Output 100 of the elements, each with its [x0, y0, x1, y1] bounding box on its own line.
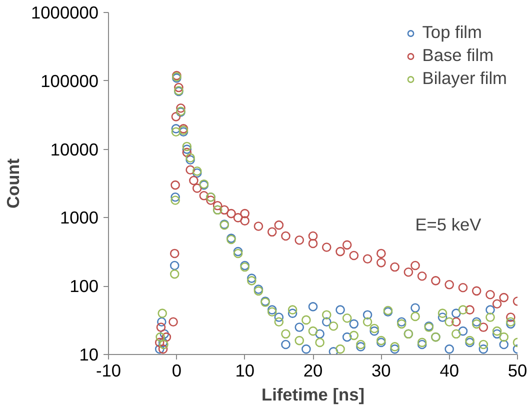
- point: [176, 103, 186, 113]
- point: [458, 305, 468, 314]
- point: [390, 262, 400, 272]
- point: [199, 191, 209, 200]
- point: [186, 165, 195, 175]
- point: [396, 319, 406, 329]
- point: [206, 196, 216, 205]
- point: [322, 242, 332, 252]
- point: [189, 176, 198, 186]
- y-tick-label: 1000: [60, 208, 99, 228]
- point: [349, 330, 359, 340]
- point: [478, 322, 488, 332]
- point: [438, 308, 448, 318]
- point: [156, 332, 165, 342]
- legend-label: Base film: [422, 45, 494, 66]
- point: [247, 276, 256, 286]
- point: [376, 248, 386, 258]
- point: [486, 290, 495, 300]
- point: [274, 220, 284, 230]
- annotation: E=5 keV: [415, 214, 482, 234]
- point: [356, 340, 366, 350]
- point: [308, 326, 318, 336]
- legend-label: Bilayer film: [422, 68, 507, 89]
- point: [154, 338, 164, 348]
- point: [499, 292, 509, 302]
- point: [404, 267, 414, 277]
- point: [294, 336, 304, 346]
- point: [267, 227, 277, 237]
- point: [486, 312, 495, 322]
- point: [410, 312, 420, 322]
- point: [182, 148, 192, 158]
- point: [240, 208, 250, 218]
- point: [342, 314, 352, 323]
- y-axis-title: Count: [3, 158, 24, 209]
- point: [281, 231, 290, 241]
- point: [492, 326, 502, 336]
- point: [162, 332, 172, 342]
- point: [186, 153, 195, 162]
- point: [336, 344, 345, 354]
- point: [267, 307, 277, 317]
- point: [156, 322, 166, 332]
- x-tick-label: 40: [440, 360, 459, 380]
- point: [174, 82, 184, 92]
- point: [308, 238, 318, 248]
- point: [168, 317, 178, 327]
- point: [254, 222, 264, 231]
- point: [288, 305, 298, 314]
- point: [158, 344, 168, 354]
- x-tick-label: 20: [303, 360, 323, 380]
- point: [336, 246, 345, 256]
- point: [492, 299, 502, 308]
- point: [212, 201, 222, 210]
- point: [170, 248, 180, 258]
- point: [322, 310, 332, 320]
- point: [294, 235, 304, 245]
- point: [376, 258, 386, 268]
- point: [240, 216, 250, 226]
- point: [472, 319, 482, 329]
- point: [170, 196, 180, 205]
- point: [281, 329, 290, 339]
- x-tick-label: 30: [372, 360, 391, 380]
- point: [370, 324, 379, 334]
- x-axis-title: Lifetime [ns]: [261, 384, 365, 404]
- point: [328, 321, 338, 331]
- y-tick-label: 1000000: [31, 2, 99, 22]
- point: [315, 338, 324, 348]
- point: [170, 269, 180, 279]
- point: [452, 329, 461, 339]
- point: [192, 184, 202, 193]
- point: [452, 317, 461, 327]
- point: [233, 213, 243, 222]
- point: [472, 286, 482, 296]
- point: [506, 312, 516, 322]
- point: [308, 231, 318, 241]
- point: [170, 180, 180, 190]
- point: [410, 260, 420, 270]
- point: [478, 340, 488, 350]
- point: [171, 112, 181, 122]
- point: [465, 305, 474, 314]
- point: [458, 282, 468, 292]
- x-tick-label: 50: [508, 360, 528, 380]
- point: [417, 271, 427, 281]
- point: [342, 240, 352, 250]
- point: [302, 315, 311, 325]
- point: [431, 276, 440, 286]
- point: [499, 332, 509, 342]
- point: [171, 127, 181, 136]
- point: [182, 142, 192, 152]
- point: [444, 280, 454, 290]
- point: [158, 308, 167, 318]
- point: [349, 250, 359, 260]
- y-tick-label: 100000: [40, 70, 99, 91]
- legend-label: Top film: [422, 22, 482, 43]
- point: [226, 208, 236, 218]
- point: [444, 317, 454, 327]
- point: [362, 317, 372, 327]
- point: [390, 342, 400, 352]
- y-tick-label: 10000: [50, 139, 98, 160]
- point: [274, 317, 284, 327]
- x-tick-label: 10: [235, 360, 254, 380]
